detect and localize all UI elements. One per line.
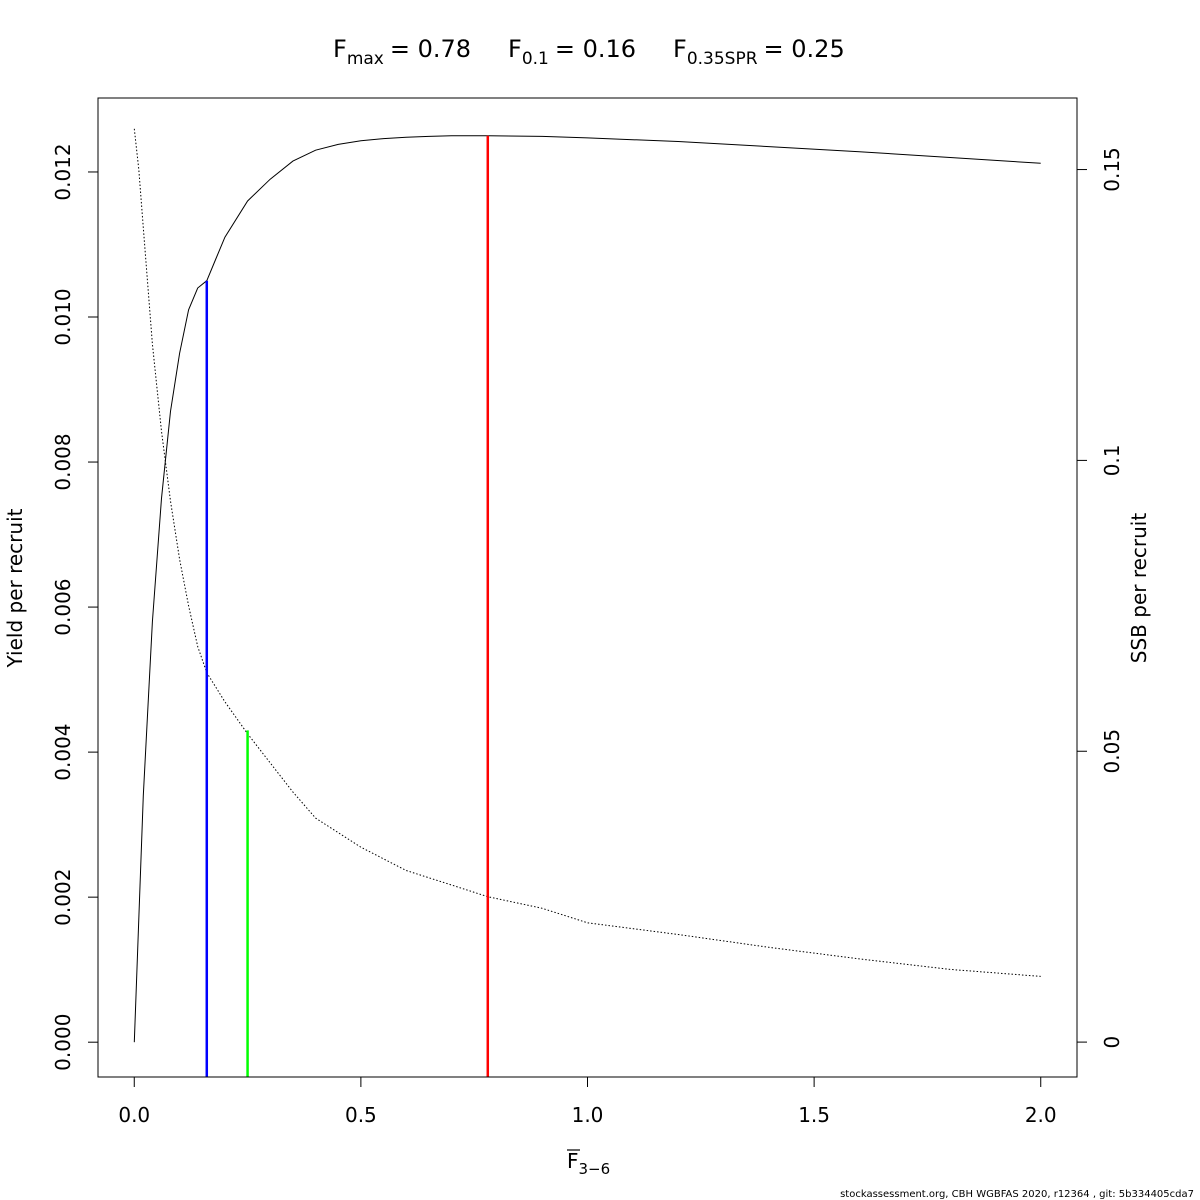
- x-tick-label: 1.0: [572, 1103, 604, 1127]
- series-line-ssb-per-recruit: [133, 128, 1041, 977]
- plot-frame: [97, 97, 1078, 1078]
- title-fmax: Fmax = 0.78: [333, 35, 471, 69]
- y-axis-left-label: Yield per recruit: [3, 508, 27, 668]
- x-tick-label: 2.0: [1025, 1103, 1057, 1127]
- y-left-tick-label: 0.012: [51, 143, 75, 200]
- title-f035spr: F0.35SPR = 0.25: [673, 35, 845, 69]
- y-right-tick-label: 0.15: [1100, 147, 1124, 192]
- y-right-tick-label: 0.1: [1100, 444, 1124, 476]
- y-axis-right: 0 0.05 0.1 0.15: [1077, 147, 1124, 1048]
- title-f01: F0.1 = 0.16: [508, 35, 636, 69]
- y-axis-left: 0.000 0.002 0.004 0.006 0.008 0.010 0.012: [51, 143, 98, 1071]
- y-left-tick-label: 0.006: [51, 578, 75, 635]
- y-left-tick-label: 0.000: [51, 1014, 75, 1071]
- y-left-tick-label: 0.008: [51, 433, 75, 490]
- y-axis-right-label: SSB per recruit: [1127, 513, 1151, 664]
- x-tick-label: 1.5: [798, 1103, 830, 1127]
- x-tick-label: 0.5: [345, 1103, 377, 1127]
- x-axis: 0.0 0.5 1.0 1.5 2.0: [118, 1076, 1057, 1127]
- y-right-tick-label: 0.05: [1100, 729, 1124, 774]
- y-left-tick-label: 0.002: [51, 869, 75, 926]
- y-left-tick-label: 0.010: [51, 288, 75, 345]
- x-tick-label: 0.0: [118, 1103, 150, 1127]
- svg-text:F3−6: F3−6: [567, 1149, 610, 1178]
- x-axis-label: F3−6: [567, 1149, 610, 1178]
- series-line-yield-per-recruit: [133, 135, 1041, 1043]
- series-layer: [133, 128, 1041, 1043]
- reference-lines: [205, 135, 490, 1077]
- y-left-tick-label: 0.004: [51, 723, 75, 780]
- footer-credit: stockassessment.org, CBH WGBFAS 2020, r1…: [840, 1189, 1194, 1200]
- y-right-tick-label: 0: [1100, 1036, 1124, 1049]
